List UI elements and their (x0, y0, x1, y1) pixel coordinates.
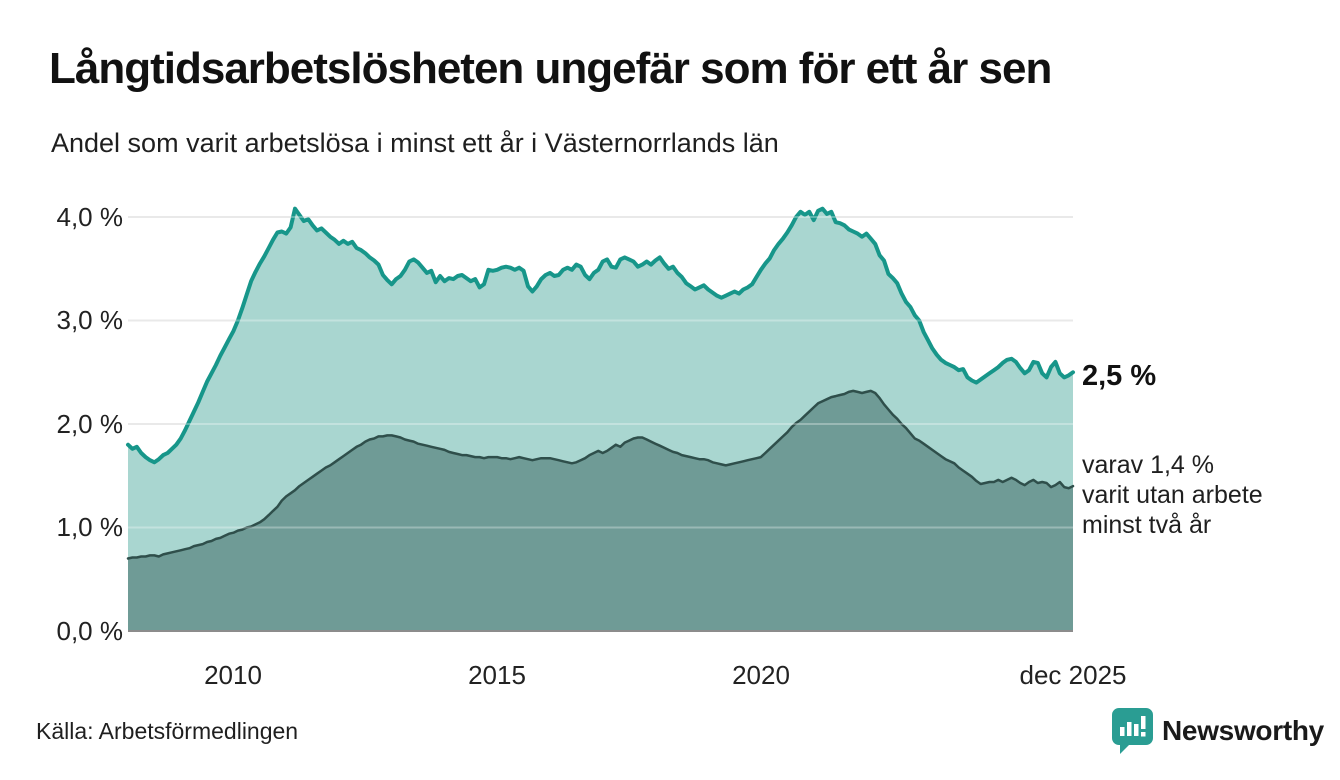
end-value-label-two-years: varav 1,4 % varit utan arbete minst två … (1082, 450, 1263, 540)
x-axis-tick-label: 2020 (732, 660, 790, 690)
x-axis-tick-label: dec 2025 (1019, 660, 1127, 690)
end-sublabel-line: varit utan arbete (1082, 481, 1263, 509)
end-sublabel-line: varav 1,4 % (1082, 451, 1215, 479)
x-axis-tick-label: 2010 (204, 660, 262, 690)
source-text: Källa: Arbetsförmedlingen (36, 718, 299, 744)
chart-subtitle: Andel som varit arbetslösa i minst ett å… (51, 128, 779, 158)
y-axis-tick-label: 4,0 % (56, 202, 124, 232)
newsworthy-wordmark: Newsworthy (1162, 715, 1324, 746)
chart-title: Långtidsarbetslösheten ungefär som för e… (49, 44, 1052, 93)
y-axis-tick-label: 1,0 % (56, 512, 124, 542)
newsworthy-logo: Newsworthy (1112, 708, 1324, 754)
newsworthy-logo-icon (1112, 708, 1153, 754)
end-sublabel-line: minst två år (1082, 511, 1212, 539)
y-axis-tick-label: 2,0 % (56, 409, 124, 439)
end-value-label-total: 2,5 % (1082, 360, 1157, 392)
y-axis-tick-label: 0,0 % (56, 616, 124, 646)
x-axis-tick-label: 2015 (468, 660, 526, 690)
y-axis-tick-label: 3,0 % (56, 305, 124, 335)
